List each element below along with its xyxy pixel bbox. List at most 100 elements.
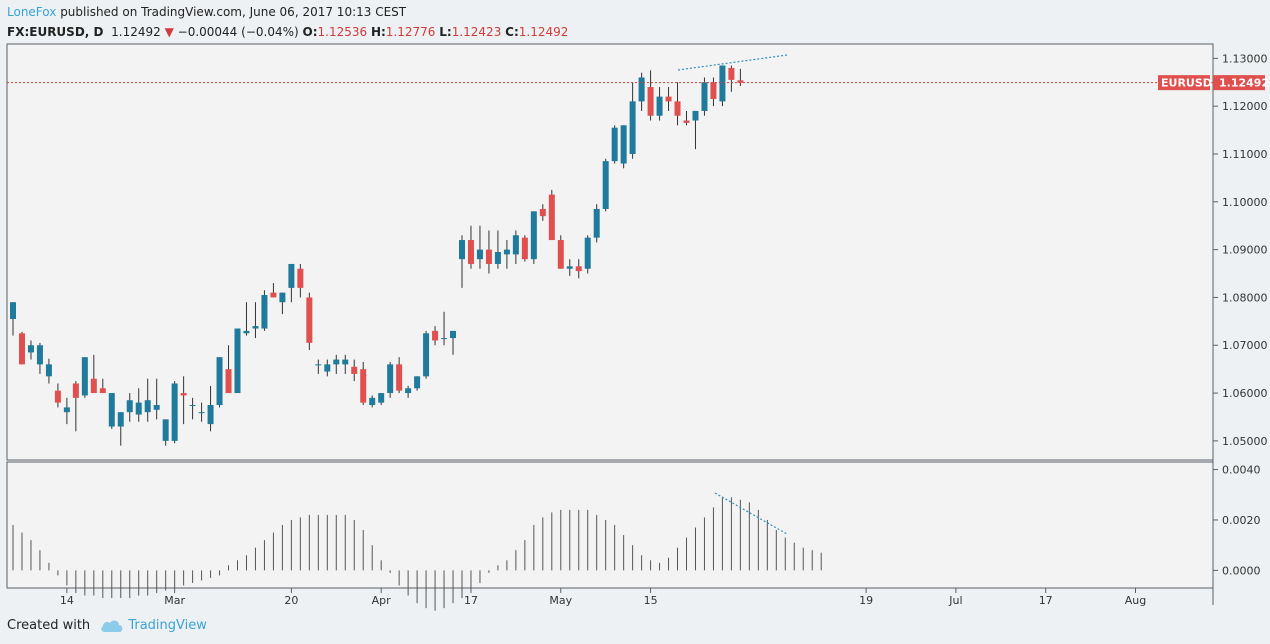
candle [360,361,367,406]
candle-body [72,383,79,398]
candle [90,354,97,394]
candle [387,361,394,398]
candle-body [512,235,519,255]
candle [620,125,627,169]
candle-body [333,359,340,365]
price-axis[interactable]: 1.05000 1.06000 1.07000 1.08000 1.09000 1.100… [1213,52,1268,448]
candle-body [467,240,474,264]
time-tick-label: May [549,594,572,607]
candle-body [207,405,214,425]
time-axis[interactable]: 14 Mar 20 Apr 17 May 15 19 Jul 17 Aug [60,588,1146,607]
candle-body [387,364,394,394]
candle [207,385,214,432]
candle [450,330,457,355]
candle-body [710,82,717,99]
candle-body [108,393,115,427]
candle-body [45,364,52,377]
candle [18,331,25,365]
candle-body [243,330,250,334]
time-tick-label: Jul [948,594,962,607]
candle-body [683,120,690,123]
candle [333,354,340,374]
price-tag-box [1213,75,1265,91]
price-tick-label: 1.12000 [1222,100,1268,113]
candle [252,302,259,339]
candle-body [575,266,582,272]
candle-body [306,297,313,343]
candle [225,345,232,394]
candle-body [692,110,699,121]
candle [737,68,744,87]
candle-body [216,357,223,406]
candle-body [135,402,142,415]
high-value: 1.12776 [385,25,436,39]
price-tick-label: 1.10000 [1222,196,1268,209]
candle [557,235,564,269]
candle-body [351,366,358,374]
candle-body [99,388,106,394]
candle-body [342,359,349,365]
open-label: O: [302,25,318,39]
candle-body [701,82,708,111]
candle [63,397,70,425]
candle-body [665,96,672,102]
created-with-text: Created with [7,618,91,633]
candle [521,235,528,262]
candle-body [117,412,124,427]
candle [135,388,142,422]
candle-body [189,405,196,407]
author-link[interactable]: LoneFox [7,5,57,19]
candle [414,376,421,391]
candle [611,125,618,164]
candle [288,263,295,303]
time-tick-label: 19 [859,594,873,607]
candle [432,326,439,346]
chart-header: LoneFox published on TradingView.com, Ju… [7,2,568,42]
candle [548,189,555,241]
candle [602,158,609,212]
oscillator-axis[interactable]: 0.0000 0.0020 0.0040 [1213,464,1261,578]
oscillator-tick-label: 0.0000 [1222,564,1261,577]
candle [719,65,726,107]
candle [485,230,492,274]
candle [467,225,474,269]
candle-body [719,65,726,102]
price-tick-label: 1.06000 [1222,387,1268,400]
price-pane[interactable] [6,43,1214,461]
ohlc-line: FX:EURUSD, D 1.12492 ▼ −0.00044 (−0.04%)… [7,22,568,42]
last-price: 1.12492 [111,25,161,39]
published-text: published on TradingView.com, June 06, 2… [60,5,407,19]
candle-body [252,326,259,329]
candle [476,225,483,269]
candle-body [593,208,600,238]
price-tick-label: 1.05000 [1222,435,1268,448]
candle [629,82,636,159]
candle-body [423,333,430,377]
oscillator-trendline[interactable] [714,492,788,535]
candle-body [441,338,448,340]
candle [459,235,465,288]
candle-body [90,378,97,394]
open-value: 1.12536 [317,25,368,39]
candle-body [297,268,304,288]
tradingview-link[interactable]: TradingView [128,618,207,633]
candle [342,354,349,374]
price-tick-label: 1.09000 [1222,244,1268,257]
candle-body [315,364,322,366]
candle-body [485,249,492,264]
candle-body [288,263,295,288]
time-tick-label: Mar [164,594,185,607]
candle [162,419,169,446]
candle [189,397,196,420]
candle [54,383,61,408]
candle-body [584,237,591,269]
candle [441,311,448,346]
oscillator-pane[interactable] [6,461,1214,589]
candle-body [656,96,663,116]
price-tick-label: 1.13000 [1222,52,1268,65]
candle [10,302,16,336]
candle-body [566,266,573,269]
candle [575,259,582,279]
candle [351,359,358,382]
